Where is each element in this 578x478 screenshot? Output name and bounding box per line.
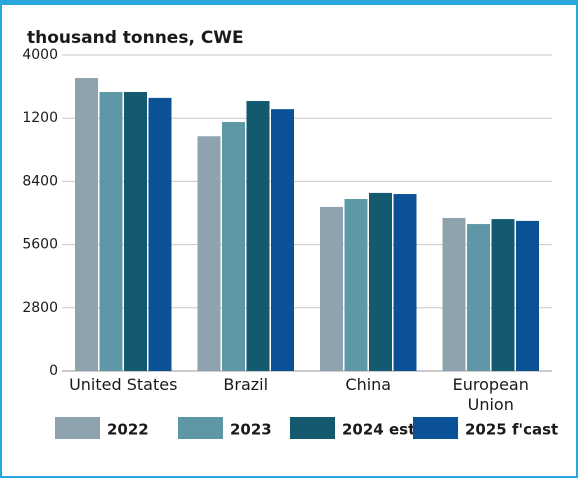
y-tick-label: 0 <box>49 363 58 379</box>
legend-label: 2023 <box>230 421 272 439</box>
bar <box>320 206 343 371</box>
bar <box>148 97 172 371</box>
y-tick-label: 8400 <box>22 173 58 189</box>
legend-swatch <box>55 417 100 439</box>
bar <box>516 220 539 371</box>
bar <box>99 92 123 371</box>
x-tick-label: China <box>345 375 392 394</box>
y-tick-label: 4000 <box>22 47 58 63</box>
legend-label: 2022 <box>107 421 149 439</box>
legend-swatch <box>413 417 458 439</box>
legend-label: 2025 f'cast <box>465 421 558 439</box>
y-tick-label: 5600 <box>22 237 58 253</box>
bar <box>467 224 490 371</box>
legend-swatch <box>290 417 335 439</box>
y-tick-label: 2800 <box>22 300 58 316</box>
bar <box>246 101 270 371</box>
y-tick-label: 1200 <box>22 110 58 126</box>
bar <box>124 92 147 371</box>
bar <box>222 122 245 371</box>
bar <box>369 192 392 371</box>
legend-swatch <box>178 417 223 439</box>
bar <box>442 217 466 371</box>
x-tick-label: European Union <box>452 375 529 414</box>
bar <box>271 109 294 372</box>
bar <box>197 136 221 371</box>
bar <box>393 194 417 371</box>
chart: thousand tonnes, CWE 0 2800 5600 8400 1200 40… <box>22 28 558 439</box>
bar <box>75 78 98 371</box>
bar <box>344 199 368 371</box>
axis-title: thousand tonnes, CWE <box>27 28 244 48</box>
x-tick-label: Brazil <box>223 375 269 394</box>
bar <box>491 219 515 371</box>
legend-label: 2024 est. <box>342 421 421 439</box>
x-tick-label: United States <box>69 375 178 394</box>
